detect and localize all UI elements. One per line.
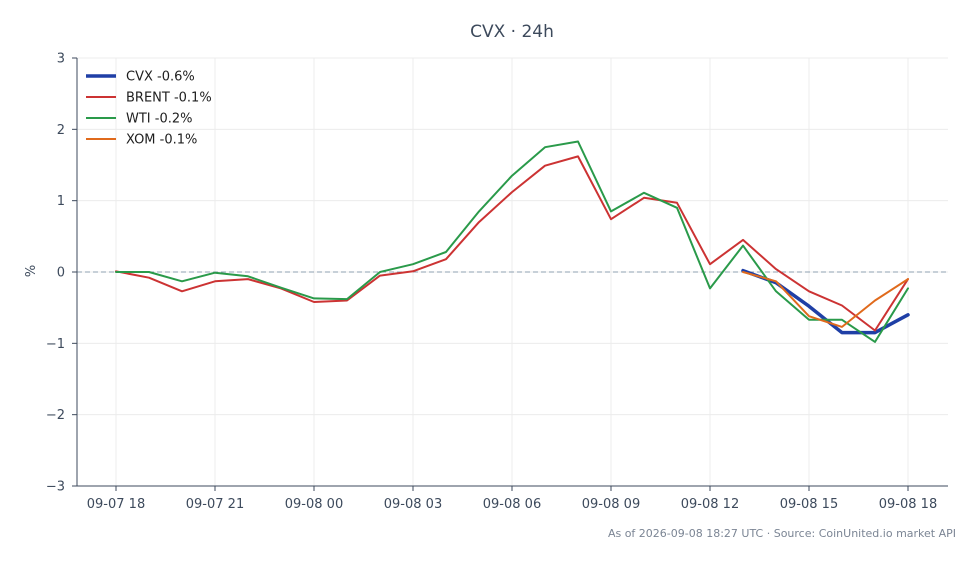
series-line-2 [115, 140, 909, 343]
x-tick-label: 09-07 21 [186, 497, 244, 512]
x-tick-label: 09-08 09 [582, 497, 640, 512]
series-lines [115, 140, 910, 343]
y-tick-label: 0 [57, 266, 65, 281]
series-line-1 [115, 155, 909, 332]
x-tick-label: 09-07 18 [87, 497, 145, 512]
legend: CVX -0.6% BRENT -0.1% WTI -0.2% XOM -0.1% [86, 70, 212, 148]
legend-label: WTI -0.2% [126, 112, 192, 127]
legend-label: XOM -0.1% [126, 133, 197, 148]
y-tick-label: −2 [46, 408, 65, 423]
y-tick-label: 2 [57, 123, 65, 138]
x-tick-label: 09-08 18 [879, 497, 937, 512]
x-tick-label: 09-08 06 [483, 497, 541, 512]
y-tick-label: 1 [57, 194, 65, 209]
x-tick-label: 09-08 15 [780, 497, 838, 512]
y-tick-label: −1 [46, 337, 65, 352]
x-tick-label: 09-08 00 [285, 497, 343, 512]
x-tick-label: 09-08 03 [384, 497, 442, 512]
series-line-3 [742, 271, 909, 328]
y-tick-label: 3 [57, 52, 65, 67]
y-tick-label: −3 [46, 480, 65, 495]
x-tick-label: 09-08 12 [681, 497, 739, 512]
chart-title: CVX · 24h [470, 22, 554, 42]
y-axis-label: % [24, 265, 39, 277]
legend-label: BRENT -0.1% [126, 91, 212, 106]
y-axis-ticks: 3 2 1 0 −1 −2 −3 [46, 52, 77, 495]
source-footnote: As of 2026-09-08 18:27 UTC · Source: Coi… [608, 527, 956, 540]
x-axis-ticks: 09-07 18 09-07 21 09-08 00 09-08 03 09-08 06… [87, 486, 937, 512]
legend-label: CVX -0.6% [126, 70, 195, 85]
